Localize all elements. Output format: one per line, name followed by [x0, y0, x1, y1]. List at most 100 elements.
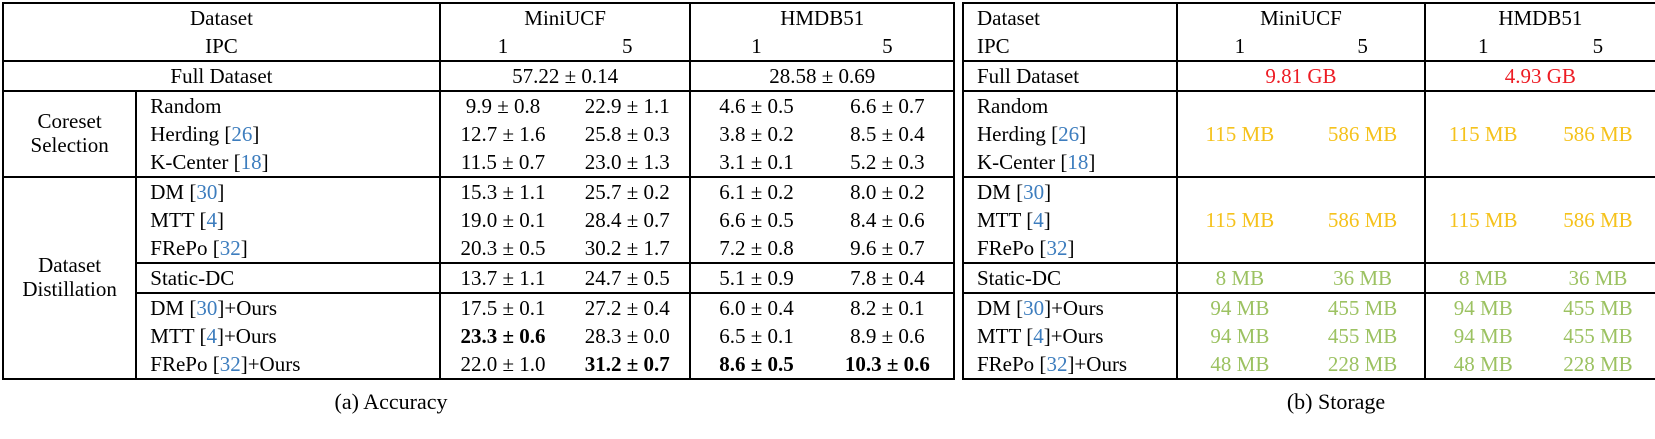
- storage-value: 94 MB: [1176, 322, 1302, 350]
- storage-value: 8 MB: [1176, 262, 1302, 293]
- accuracy-value: 8.4 ± 0.6: [850, 207, 925, 232]
- header-col-miniucf: MiniUCF: [1176, 3, 1425, 32]
- storage-value: 115 MB: [1176, 176, 1302, 263]
- method-label-suffix: ]: [1079, 121, 1087, 146]
- method-label-suffix: ]+Ours: [216, 323, 277, 348]
- accuracy-value: 27.2 ± 0.4: [584, 295, 670, 320]
- citation-link[interactable]: 32: [1046, 351, 1068, 376]
- storage-value: 455 MB: [1563, 323, 1633, 348]
- accuracy-value: 22.0 ± 1.0: [438, 350, 566, 379]
- accuracy-caption: (a) Accuracy: [334, 389, 448, 414]
- accuracy-value: 17.5 ± 0.1: [438, 293, 566, 322]
- method-label: FRePo [: [977, 235, 1047, 260]
- storage-value: 586 MB: [1563, 121, 1633, 146]
- method-label: Random: [977, 93, 1049, 118]
- accuracy-table: Dataset MiniUCF HMDB51 IPC 1 5 1 5 Full Dataset 5…: [2, 2, 955, 380]
- citation-link[interactable]: 26: [231, 121, 253, 146]
- method-label-suffix: ]+Ours: [217, 295, 278, 320]
- header-col-miniucf: MiniUCF: [438, 3, 691, 32]
- method-label: K-Center [: [150, 149, 241, 174]
- storage-value: 228 MB: [1327, 351, 1398, 376]
- method-label-suffix: ]+Ours: [1067, 351, 1128, 376]
- accuracy-value: 15.3 ± 1.1: [438, 176, 566, 206]
- method-cell: MTT [4]: [135, 206, 440, 234]
- storage-caption: (b) Storage: [1286, 389, 1386, 414]
- citation-link[interactable]: 4: [1033, 207, 1044, 232]
- method-cell: Static-DC: [963, 262, 1178, 293]
- accuracy-value: 25.7 ± 0.2: [565, 176, 691, 206]
- method-label-suffix: ]+Ours: [1044, 295, 1104, 320]
- header-ipc-label: IPC: [3, 32, 440, 62]
- storage-value: 115 MB: [1423, 176, 1541, 263]
- citation-link[interactable]: 30: [1023, 295, 1045, 320]
- header-ipc-value: 5: [1540, 32, 1655, 62]
- storage-value: 8 MB: [1423, 262, 1541, 293]
- accuracy-value: 31.2 ± 0.7: [584, 351, 670, 376]
- accuracy-value: 23.3 ± 0.6: [438, 322, 566, 350]
- storage-value: 455 MB: [1327, 323, 1398, 348]
- full-dataset-value: 28.58 ± 0.69: [689, 61, 954, 92]
- citation-link[interactable]: 4: [1033, 323, 1044, 348]
- accuracy-value: 6.6 ± 0.7: [850, 93, 925, 118]
- method-label: Herding [: [150, 121, 232, 146]
- storage-value: 586 MB: [1301, 176, 1425, 263]
- figure: Dataset MiniUCF HMDB51 IPC 1 5 1 5 Full Dataset 5…: [2, 2, 1655, 415]
- method-cell: Random: [135, 91, 440, 120]
- method-label-suffix: ]+Ours: [240, 351, 301, 376]
- method-cell: DM [30]: [135, 176, 440, 206]
- method-cell: FRePo [32]+Ours: [135, 350, 440, 379]
- storage-value: 115 MB: [1423, 91, 1541, 177]
- header-ipc-label: IPC: [963, 32, 1178, 62]
- accuracy-value: 11.5 ± 0.7: [438, 148, 566, 178]
- accuracy-value: 3.8 ± 0.2: [689, 120, 822, 148]
- storage-value: 455 MB: [1540, 292, 1655, 322]
- method-cell: FRePo [32]: [963, 234, 1177, 263]
- method-label: Random: [150, 93, 222, 118]
- citation-link[interactable]: 32: [1046, 235, 1068, 260]
- method-label: MTT [: [977, 207, 1034, 232]
- storage-value: 48 MB: [1423, 350, 1541, 379]
- storage-panel: Dataset MiniUCF HMDB51 IPC 1 5 1 5 Full Dataset 9…: [962, 2, 1655, 415]
- accuracy-value: 13.7 ± 1.1: [438, 263, 566, 294]
- citation-link[interactable]: 32: [219, 235, 241, 260]
- method-label-suffix: ]: [252, 121, 260, 146]
- accuracy-value: 6.1 ± 0.2: [689, 176, 822, 206]
- row-group-label: Dataset Distillation: [3, 176, 137, 379]
- method-cell: Herding [26]: [963, 120, 1177, 148]
- method-label-suffix: ]: [216, 207, 224, 232]
- storage-value: 586 MB: [1540, 176, 1655, 263]
- method-cell: MTT [4]: [963, 206, 1177, 234]
- citation-link[interactable]: 4: [206, 207, 217, 232]
- accuracy-value: 6.6 ± 0.5: [689, 206, 822, 234]
- citation-link[interactable]: 32: [219, 351, 241, 376]
- accuracy-value: 7.2 ± 0.8: [689, 234, 822, 264]
- storage-value: 455 MB: [1301, 292, 1425, 322]
- accuracy-value: 12.7 ± 1.6: [438, 120, 566, 148]
- accuracy-value: 20.3 ± 0.5: [438, 234, 566, 264]
- citation-link[interactable]: 26: [1058, 121, 1080, 146]
- accuracy-value: 19.0 ± 0.1: [438, 206, 566, 234]
- citation-link[interactable]: 4: [206, 323, 217, 348]
- method-label: DM [: [977, 295, 1024, 320]
- accuracy-value: 8.2 ± 0.1: [850, 295, 925, 320]
- header-ipc-value: 5: [565, 32, 691, 62]
- citation-link[interactable]: 30: [196, 179, 218, 204]
- citation-link[interactable]: 18: [240, 149, 262, 174]
- citation-link[interactable]: 30: [1023, 179, 1045, 204]
- method-cell: FRePo [32]: [135, 234, 440, 264]
- full-dataset-value: 57.22 ± 0.14: [438, 61, 691, 92]
- header-ipc-value: 1: [689, 32, 822, 62]
- header-dataset-label: Dataset: [977, 5, 1040, 30]
- method-cell: DM [30]+Ours: [135, 293, 440, 322]
- method-cell: Static-DC: [135, 263, 440, 294]
- storage-value: 36 MB: [1540, 262, 1655, 293]
- method-label: Static-DC: [150, 265, 235, 290]
- method-label: MTT [: [977, 323, 1034, 348]
- citation-link[interactable]: 18: [1067, 149, 1089, 174]
- storage-value: 228 MB: [1563, 351, 1633, 376]
- accuracy-value: 8.6 ± 0.5: [689, 350, 822, 379]
- accuracy-value: 30.2 ± 1.7: [565, 234, 691, 264]
- method-label: MTT [: [150, 207, 207, 232]
- citation-link[interactable]: 30: [196, 295, 218, 320]
- storage-value: 94 MB: [1176, 292, 1302, 322]
